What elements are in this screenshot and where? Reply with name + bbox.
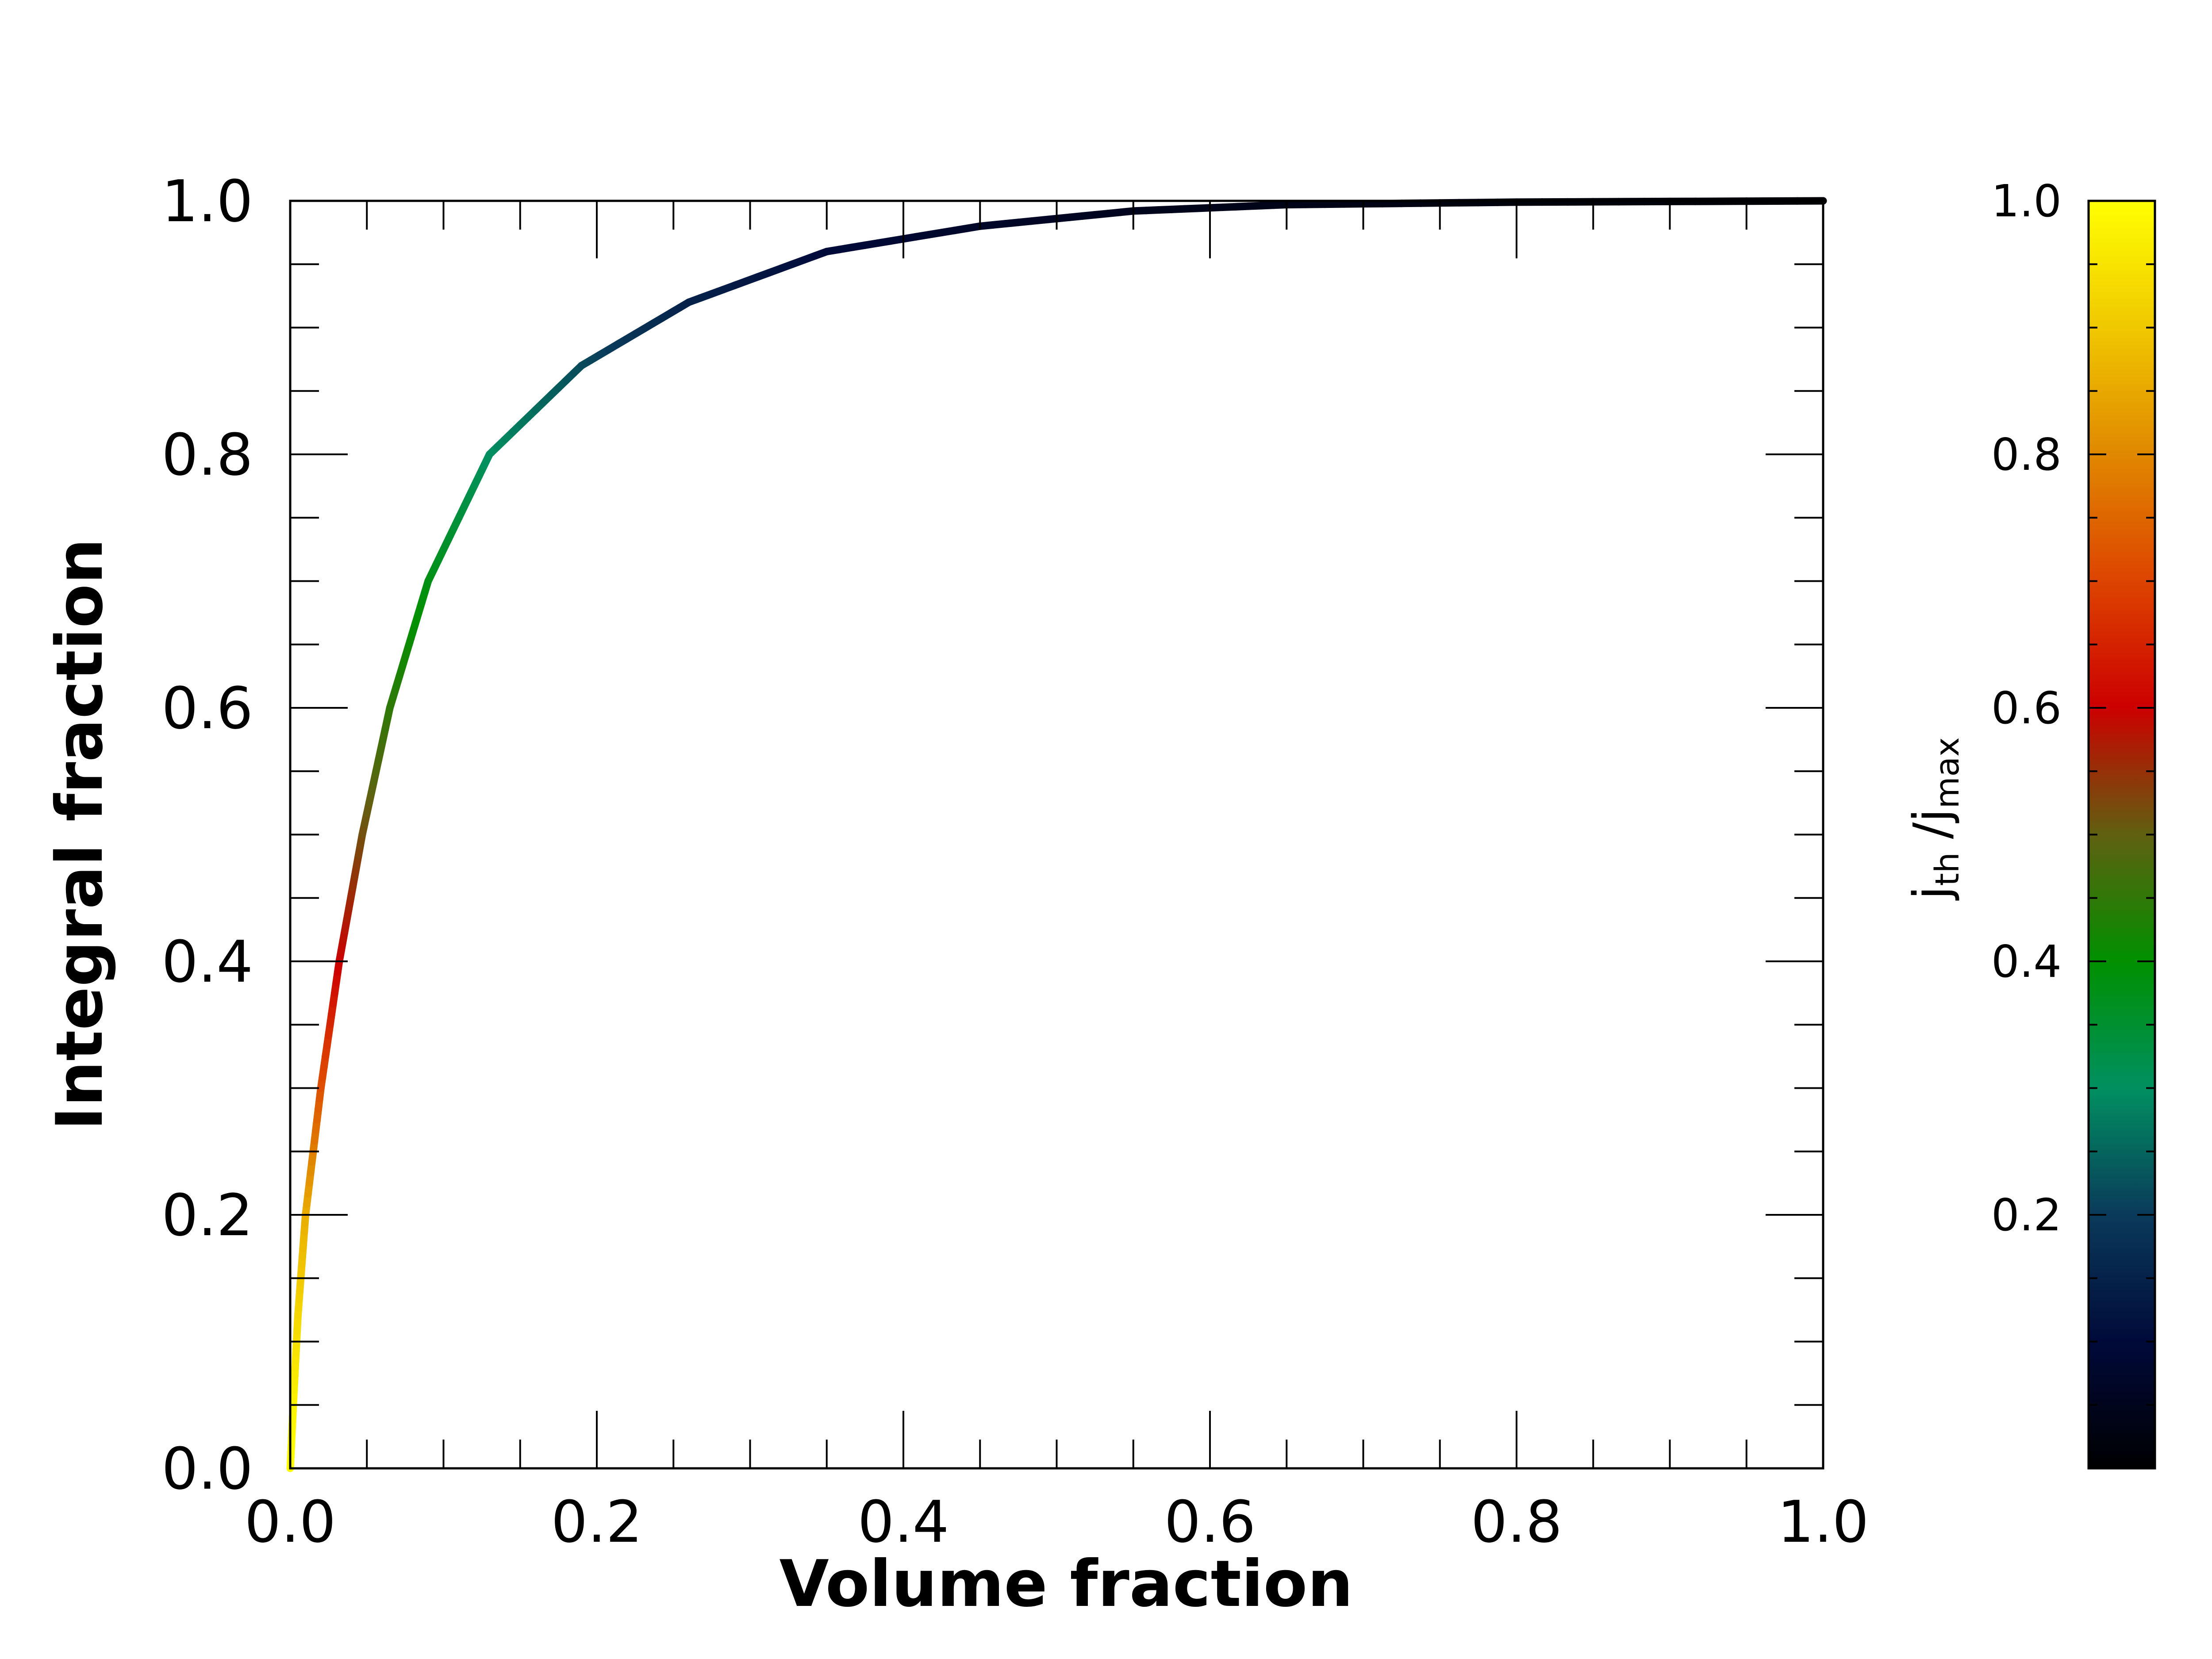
y-axis-title: Integral fraction: [42, 538, 117, 1130]
y-tick-label: 0.0: [161, 1435, 253, 1502]
y-tick-label: 1.0: [161, 168, 253, 235]
x-tick-labels: 0.0 0.2 0.4 0.6 0.8 1.0: [245, 1488, 1869, 1555]
data-curve: [286, 197, 1827, 1472]
plot-frame: [289, 200, 1824, 1470]
x-tick-label: 0.4: [858, 1488, 949, 1555]
colorbar: 0.2 0.4 0.6 0.8 1.0 jth/jmax: [1903, 175, 2156, 1470]
y-tick-labels: 0.0 0.2 0.4 0.6 0.8 1.0: [161, 168, 253, 1502]
colorbar-tick-label: 0.4: [1991, 936, 2062, 987]
axis-ticks: [289, 200, 1824, 1469]
x-tick-label: 1.0: [1778, 1488, 1869, 1555]
colorbar-tick-labels: 0.2 0.4 0.6 0.8 1.0: [1991, 175, 2062, 1241]
colorbar-title: jth/jmax: [1903, 737, 1966, 901]
y-tick-label: 0.6: [161, 675, 253, 742]
colorbar-title-j-sub: th: [1928, 853, 1966, 886]
x-tick-label: 0.8: [1471, 1488, 1563, 1555]
colorbar-tick-label: 0.8: [1991, 429, 2062, 480]
x-tick-label: 0.6: [1164, 1488, 1256, 1555]
colorbar-title-j-main: j: [1903, 886, 1961, 901]
colorbar-tick-label: 1.0: [1991, 175, 2062, 227]
colorbar-title-jmax-main: /j: [1903, 809, 1961, 839]
y-tick-label: 0.8: [161, 421, 253, 488]
x-tick-label: 0.0: [245, 1488, 336, 1555]
y-tick-label: 0.4: [161, 928, 253, 995]
y-tick-label: 0.2: [161, 1182, 253, 1249]
x-axis-title: Volume fraction: [780, 1547, 1353, 1621]
colorbar-tick-label: 0.6: [1991, 682, 2062, 734]
colorbar-tick-label: 0.2: [1991, 1189, 2062, 1241]
x-tick-label: 0.2: [551, 1488, 643, 1555]
colorbar-ticks: [2089, 200, 2155, 1406]
colorbar-title-jmax-sub: max: [1928, 737, 1966, 808]
colorbar-gradient: [2087, 200, 2156, 1470]
